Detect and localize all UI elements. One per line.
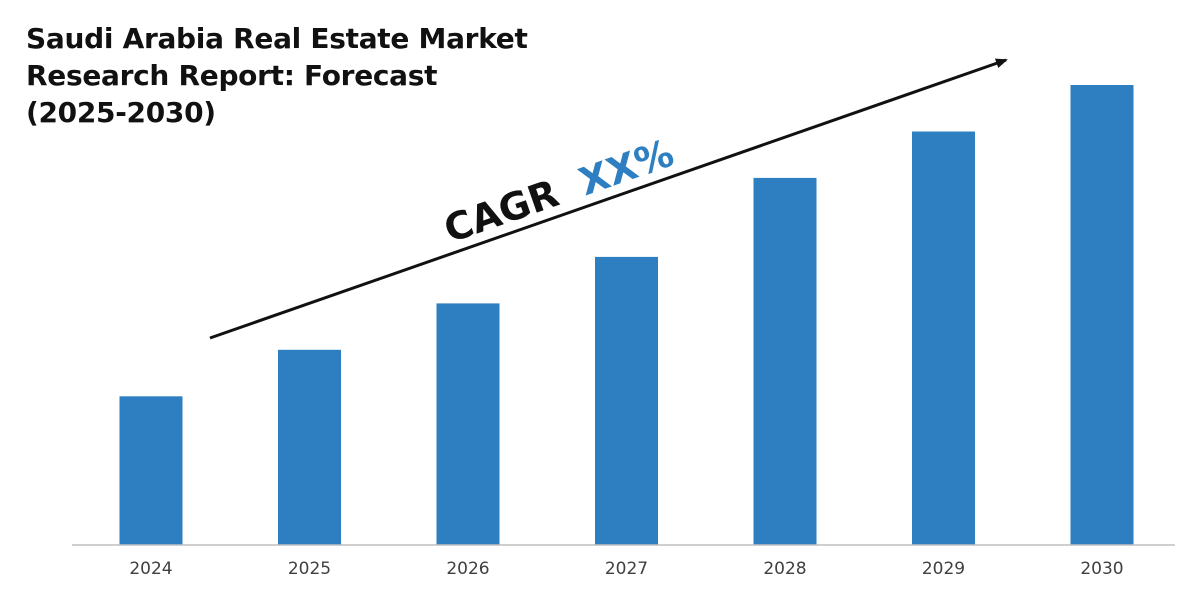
chart-title-line-1: Saudi Arabia Real Estate Market xyxy=(26,22,528,55)
x-tick-label-2027: 2027 xyxy=(605,559,648,579)
bar-2028 xyxy=(753,177,817,545)
x-tick-labels: 2024 2025 2026 2027 2028 2029 2030 xyxy=(129,559,1123,579)
x-tick-label-2024: 2024 xyxy=(129,559,172,579)
x-tick-label-2029: 2029 xyxy=(922,559,965,579)
bar-2029 xyxy=(912,131,975,545)
chart-title-line-3: (2025-2030) xyxy=(26,96,216,129)
cagr-annotation: CAGR XX% xyxy=(438,131,679,252)
cagr-trend-arrow xyxy=(209,58,1008,340)
cagr-label: CAGR xyxy=(438,171,564,251)
x-tick-label-2030: 2030 xyxy=(1080,559,1123,579)
x-tick-label-2028: 2028 xyxy=(763,559,806,579)
chart-title-line-2: Research Report: Forecast xyxy=(26,59,438,92)
bar-2025 xyxy=(278,349,341,545)
bar-2026 xyxy=(436,303,500,545)
x-tick-label-2026: 2026 xyxy=(446,559,489,579)
x-tick-label-2025: 2025 xyxy=(288,559,331,579)
bar-2024 xyxy=(119,396,183,545)
bar-2030 xyxy=(1070,85,1134,545)
bar-2027 xyxy=(595,256,658,545)
bars-group xyxy=(119,85,1134,545)
